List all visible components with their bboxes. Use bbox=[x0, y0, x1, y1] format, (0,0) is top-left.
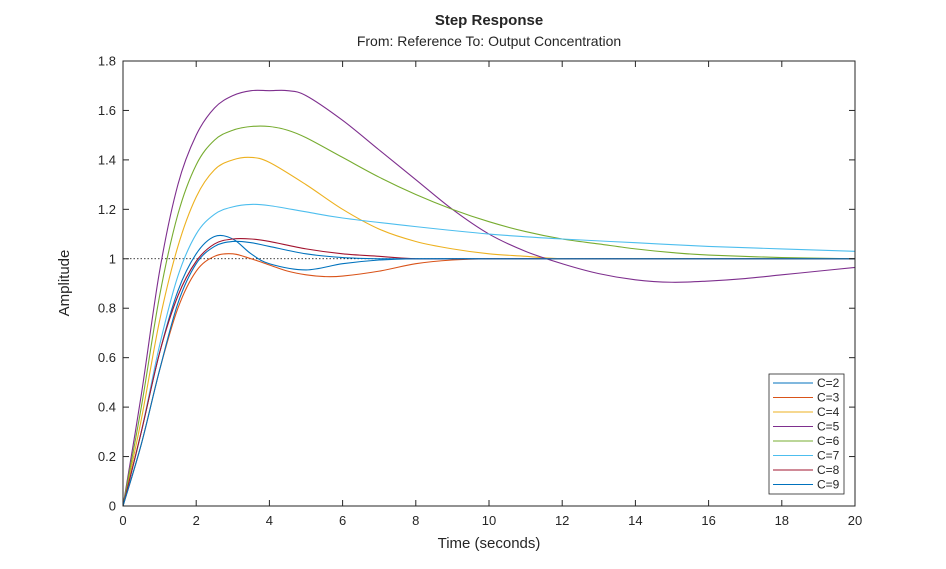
series-line-c-6 bbox=[122, 125, 856, 507]
y-tick-label: 0 bbox=[109, 499, 116, 514]
y-tick-label: 0.6 bbox=[98, 350, 116, 365]
legend-entry-label: C=8 bbox=[817, 463, 840, 477]
legend-entry-label: C=7 bbox=[817, 449, 840, 463]
x-tick-label: 2 bbox=[193, 513, 200, 528]
legend-box bbox=[768, 373, 845, 495]
x-tick-label: 6 bbox=[339, 513, 346, 528]
x-axis-label: Time (seconds) bbox=[438, 535, 541, 552]
legend-entry-label: C=4 bbox=[817, 405, 840, 419]
series-line-c-5 bbox=[122, 89, 856, 507]
x-tick-label: 12 bbox=[555, 513, 569, 528]
x-tick-label: 20 bbox=[848, 513, 862, 528]
chart-title: Step Response bbox=[435, 12, 543, 29]
y-tick-label: 1.2 bbox=[98, 202, 116, 217]
chart-subtitle: From: Reference To: Output Concentration bbox=[357, 33, 621, 49]
legend-entry-label: C=3 bbox=[817, 391, 840, 405]
legend-entry-label: C=2 bbox=[817, 376, 840, 390]
legend-entry-label: C=6 bbox=[817, 434, 840, 448]
y-tick-label: 1 bbox=[109, 251, 116, 266]
y-tick-label: 0.8 bbox=[98, 301, 116, 316]
y-tick-label: 0.4 bbox=[98, 400, 116, 415]
legend-entry-label: C=5 bbox=[817, 420, 840, 434]
legend: C=2C=3C=4C=5C=6C=7C=8C=9 bbox=[768, 373, 845, 495]
y-tick-label: 1.8 bbox=[98, 54, 116, 69]
x-tick-label: 8 bbox=[412, 513, 419, 528]
series-line-c-7 bbox=[122, 203, 856, 507]
x-tick-label: 10 bbox=[482, 513, 496, 528]
series-line-c-9 bbox=[122, 240, 855, 507]
y-axis-label: Amplitude bbox=[56, 250, 73, 317]
plot-area bbox=[123, 61, 855, 506]
y-tick-label: 1.4 bbox=[98, 152, 116, 167]
x-tick-label: 0 bbox=[119, 513, 126, 528]
y-tick-label: 1.6 bbox=[98, 103, 116, 118]
x-tick-label: 18 bbox=[775, 513, 789, 528]
x-tick-label: 14 bbox=[628, 513, 642, 528]
y-tick-label: 0.2 bbox=[98, 449, 116, 464]
x-tick-label: 4 bbox=[266, 513, 273, 528]
legend-entry-label: C=9 bbox=[817, 478, 840, 492]
x-tick-label: 16 bbox=[701, 513, 715, 528]
